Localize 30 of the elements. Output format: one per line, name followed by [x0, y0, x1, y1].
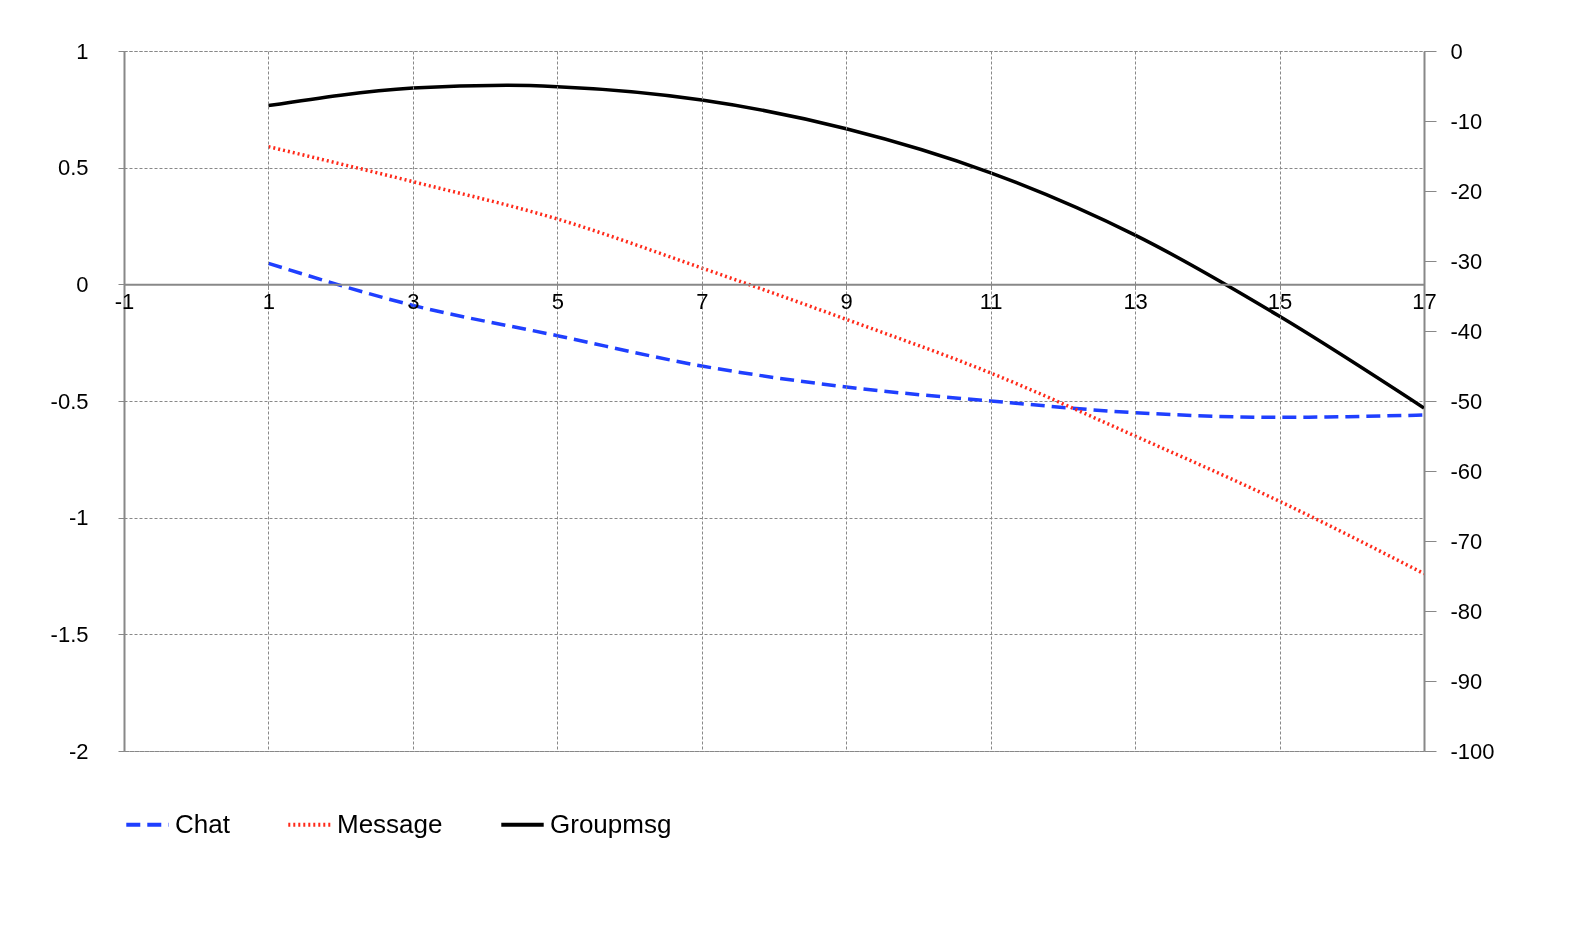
y-tick-label: -2: [68, 738, 89, 764]
y2-tick-label: -80: [1450, 598, 1483, 624]
y2-tick-label: 0: [1450, 38, 1463, 64]
x-tick-label: 7: [696, 288, 709, 314]
y2-tick-label: -30: [1450, 248, 1483, 274]
y-tick-label: -0.5: [50, 388, 89, 414]
y2-tick-label: -10: [1450, 108, 1483, 134]
y-tick-label: 0: [76, 271, 89, 297]
y2-tick-label: -100: [1450, 738, 1495, 764]
y-tick-label: -1: [68, 505, 89, 531]
x-tick-label: 15: [1267, 288, 1293, 314]
x-tick-label: 11: [979, 288, 1003, 314]
y2-tick-label: -20: [1450, 178, 1483, 204]
x-tick-label: 5: [551, 288, 564, 314]
x-tick-label: 9: [840, 288, 853, 314]
y2-tick-label: -70: [1450, 528, 1483, 554]
x-tick-label: 13: [1123, 288, 1148, 314]
legend-label: Groupmsg: [550, 808, 672, 839]
y-tick-label: 0.5: [57, 155, 89, 181]
y2-tick-label: -90: [1450, 668, 1483, 694]
y-tick-label: 1: [76, 38, 89, 64]
x-tick-label: 17: [1412, 288, 1437, 314]
x-tick-label: 1: [262, 288, 276, 314]
y-tick-label: -1.5: [50, 621, 89, 647]
legend-label: Chat: [175, 808, 231, 839]
y2-tick-label: -40: [1450, 318, 1483, 344]
x-tick-label: -1: [114, 288, 135, 314]
y2-tick-label: -60: [1450, 458, 1483, 484]
legend-label: Message: [337, 808, 443, 839]
y2-tick-label: -50: [1450, 388, 1483, 414]
